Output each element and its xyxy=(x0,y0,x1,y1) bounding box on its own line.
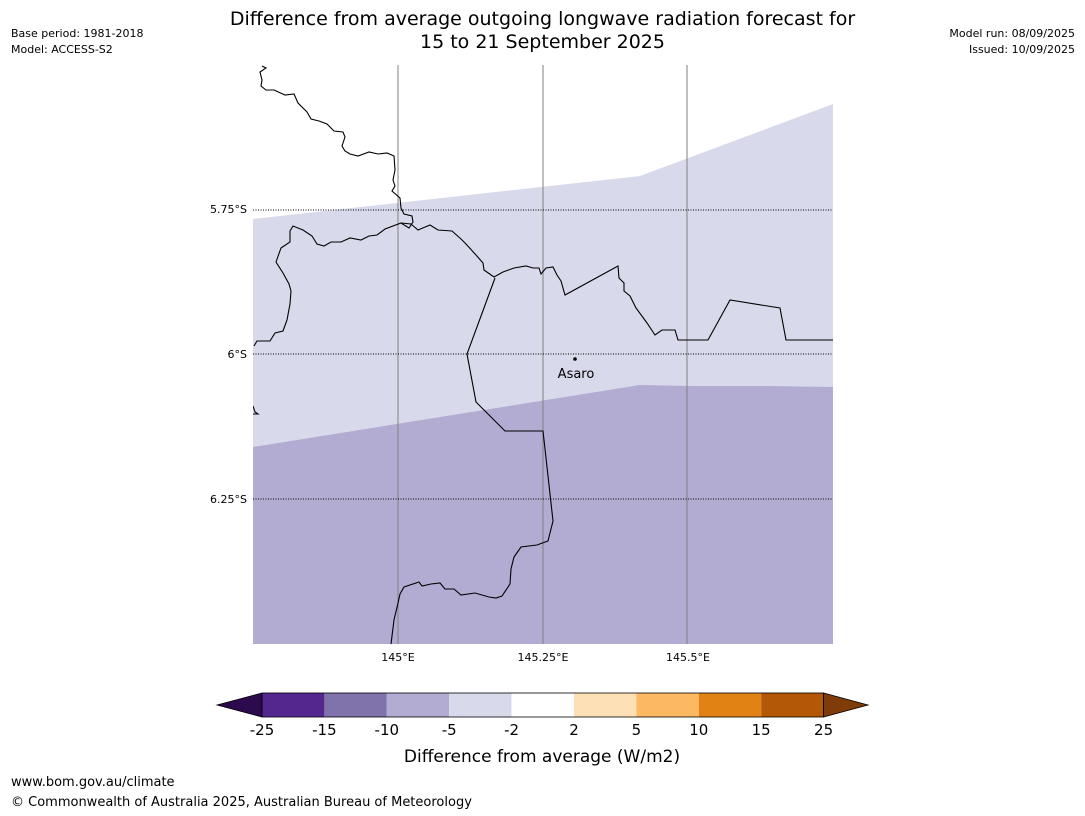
colorbar-tick: 5 xyxy=(632,721,642,739)
colorbar-segment xyxy=(386,693,450,717)
colorbar-segment xyxy=(449,693,512,717)
model-run-text: Model run: 08/09/2025 xyxy=(949,27,1075,40)
lat-label-6-25: 6.25°S xyxy=(210,493,247,506)
colorbar-tick: 10 xyxy=(689,721,708,739)
map-panel: Asaro xyxy=(253,65,833,644)
colorbar-segment xyxy=(262,693,325,717)
colorbar-segment xyxy=(511,693,574,717)
base-period-text: Base period: 1981-2018 xyxy=(11,27,144,40)
footer-url: www.bom.gov.au/climate xyxy=(11,775,175,790)
colorbar-tick: -2 xyxy=(504,721,519,739)
colorbar-tick: 15 xyxy=(752,721,771,739)
colorbar: -25 -15 -10 -5 -2 2 5 10 15 25 Differenc… xyxy=(215,692,870,767)
boundary-east xyxy=(400,222,833,341)
colorbar-extend-high xyxy=(823,692,870,718)
colorbar-segment xyxy=(636,693,699,717)
colorbar-tick: -25 xyxy=(250,721,275,739)
lon-label-145-5: 145.5°E xyxy=(666,651,710,664)
colorbar-segment xyxy=(698,693,762,717)
colorbar-segment xyxy=(761,693,824,717)
colorbar-tick: 2 xyxy=(569,721,579,739)
colorbar-tick: -10 xyxy=(375,721,400,739)
footer-copyright: © Commonwealth of Australia 2025, Austra… xyxy=(11,795,472,810)
boundary-south xyxy=(390,277,554,644)
issued-text: Issued: 10/09/2025 xyxy=(968,43,1075,56)
asaro-label: Asaro xyxy=(558,367,595,382)
asaro-marker xyxy=(573,357,577,361)
lon-label-145-25: 145.25°E xyxy=(518,651,569,664)
title-line-1: Difference from average outgoing longwav… xyxy=(229,8,856,30)
province-boundaries xyxy=(253,65,833,644)
title-line-2: 15 to 21 September 2025 xyxy=(420,31,665,53)
lat-label-6: 6°S xyxy=(228,348,247,361)
colorbar-outline xyxy=(261,692,824,718)
lat-label-5-75: 5.75°S xyxy=(210,203,247,216)
colorbar-segment xyxy=(574,693,637,717)
colorbar-tick: 25 xyxy=(814,721,833,739)
colorbar-tick: -15 xyxy=(312,721,337,739)
boundary-west-fragment xyxy=(253,405,260,415)
meta-right: Model run: 08/09/2025 Issued: 10/09/2025 xyxy=(949,26,1075,58)
meta-left: Base period: 1981-2018 Model: ACCESS-S2 xyxy=(11,26,143,58)
map-title: Difference from average outgoing longwav… xyxy=(170,8,915,54)
boundary-north xyxy=(253,65,414,347)
model-text: Model: ACCESS-S2 xyxy=(11,43,113,56)
colorbar-title: Difference from average (W/m2) xyxy=(404,747,680,767)
colorbar-segment xyxy=(324,693,387,717)
colorbar-extend-low xyxy=(215,692,263,718)
lon-label-145: 145°E xyxy=(381,651,414,664)
colorbar-tick: -5 xyxy=(442,721,457,739)
